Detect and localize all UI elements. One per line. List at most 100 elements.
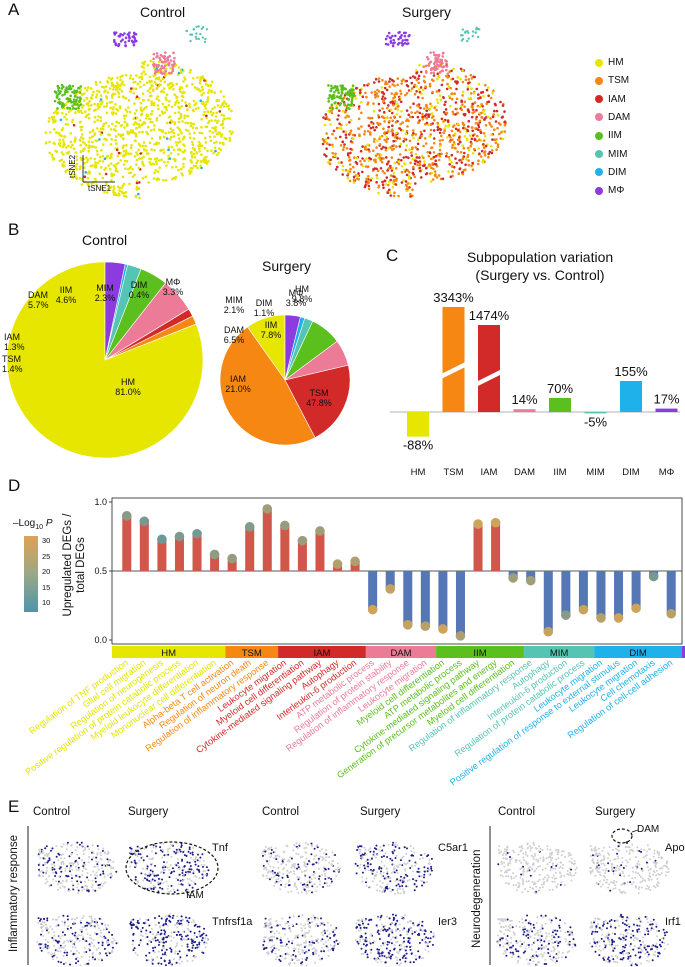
tsne-point — [395, 131, 398, 135]
tsne-point — [179, 129, 182, 133]
tsne-point — [376, 139, 379, 142]
tsne-point — [93, 132, 97, 135]
tsne-point — [90, 145, 93, 148]
tsne-point — [466, 30, 469, 33]
tsne-point — [114, 43, 118, 46]
feature-point — [154, 939, 157, 942]
tsne-point — [439, 70, 442, 74]
tsne-point — [406, 84, 410, 88]
feature-point — [80, 859, 83, 862]
feature-point — [328, 856, 331, 859]
feature-point — [76, 917, 78, 919]
tsne-point — [401, 39, 405, 42]
feature-point — [52, 954, 55, 957]
feature-point — [82, 867, 85, 869]
feature-point — [522, 852, 525, 855]
feature-point — [101, 944, 104, 947]
feature-point — [627, 874, 630, 877]
tsne-point — [475, 87, 479, 91]
tsne-point — [331, 132, 334, 136]
tsne-point — [163, 80, 167, 84]
feature-point — [53, 934, 56, 937]
tsne-point — [333, 90, 336, 94]
feature-point — [276, 874, 279, 877]
tsne-point — [109, 162, 113, 165]
feature-point — [97, 941, 100, 944]
tsne-point — [332, 94, 336, 97]
tsne-point — [467, 163, 471, 167]
feature-point — [641, 877, 644, 880]
tsne-point — [75, 98, 78, 102]
tsne-point — [441, 55, 445, 58]
tsne-point — [177, 137, 181, 140]
feature-point — [361, 857, 364, 860]
feature-point — [68, 855, 71, 858]
feature-point — [520, 849, 523, 852]
feature-point — [317, 862, 320, 865]
feature-point — [90, 941, 93, 944]
feature-point — [528, 869, 531, 872]
feature-point — [641, 870, 644, 873]
feature-point — [88, 856, 91, 858]
e-col-control-1: Control — [33, 806, 71, 818]
feature-point — [192, 858, 195, 861]
tsne-point — [475, 139, 479, 143]
feature-point — [615, 866, 618, 869]
tsne-point — [445, 65, 449, 68]
tsne-point — [104, 166, 107, 170]
tsne-point — [399, 142, 403, 146]
feature-point — [305, 890, 308, 893]
feature-point — [385, 877, 388, 880]
tsne-point — [191, 156, 194, 159]
feature-point — [175, 944, 178, 947]
tsne-point — [149, 59, 152, 63]
tsne-point — [126, 124, 129, 127]
feature-point — [143, 873, 146, 876]
tsne-point — [475, 115, 479, 119]
tsne-point — [152, 60, 155, 64]
tsne-point — [418, 119, 421, 122]
feature-point — [163, 861, 165, 864]
feature-point — [531, 867, 534, 870]
tsne-point — [67, 110, 71, 114]
feature-point — [163, 960, 166, 963]
colorbar-tick-25: 25 — [42, 551, 51, 561]
tsne-point — [162, 148, 165, 152]
tsne-point — [411, 133, 414, 137]
feature-point — [529, 874, 532, 877]
feature-point — [146, 943, 149, 945]
tsne-point — [121, 38, 124, 41]
tsne-point — [192, 99, 196, 103]
tsne-point — [364, 91, 367, 95]
tsne-point — [83, 166, 86, 169]
deg-bar-dot — [402, 620, 413, 630]
feature-point — [500, 869, 502, 872]
tsne-point — [424, 142, 428, 145]
feature-point — [141, 935, 144, 938]
tsne-point — [149, 157, 153, 161]
tsne-point — [71, 104, 74, 108]
feature-point — [614, 887, 617, 890]
feature-point — [62, 946, 65, 949]
feature-point — [79, 964, 82, 967]
feature-point — [160, 917, 163, 920]
tsne-point — [75, 177, 79, 180]
feature-point — [173, 870, 176, 873]
tsne-point — [400, 82, 404, 85]
feature-point — [403, 881, 406, 884]
tsne-point — [101, 124, 105, 128]
feature-point — [159, 886, 161, 889]
tsne-point — [132, 117, 136, 120]
tsne-point — [140, 72, 144, 75]
feature-point — [167, 853, 170, 856]
tsne-point — [132, 31, 136, 35]
feature-point — [413, 879, 416, 882]
tsne-point — [369, 131, 372, 134]
tsne-point — [65, 113, 68, 116]
tsne-point — [142, 141, 146, 144]
tsne-point — [148, 79, 151, 83]
feature-point — [647, 869, 650, 872]
tsne-point — [104, 172, 108, 176]
tsne-point — [188, 132, 191, 135]
tsne-point — [209, 110, 213, 113]
